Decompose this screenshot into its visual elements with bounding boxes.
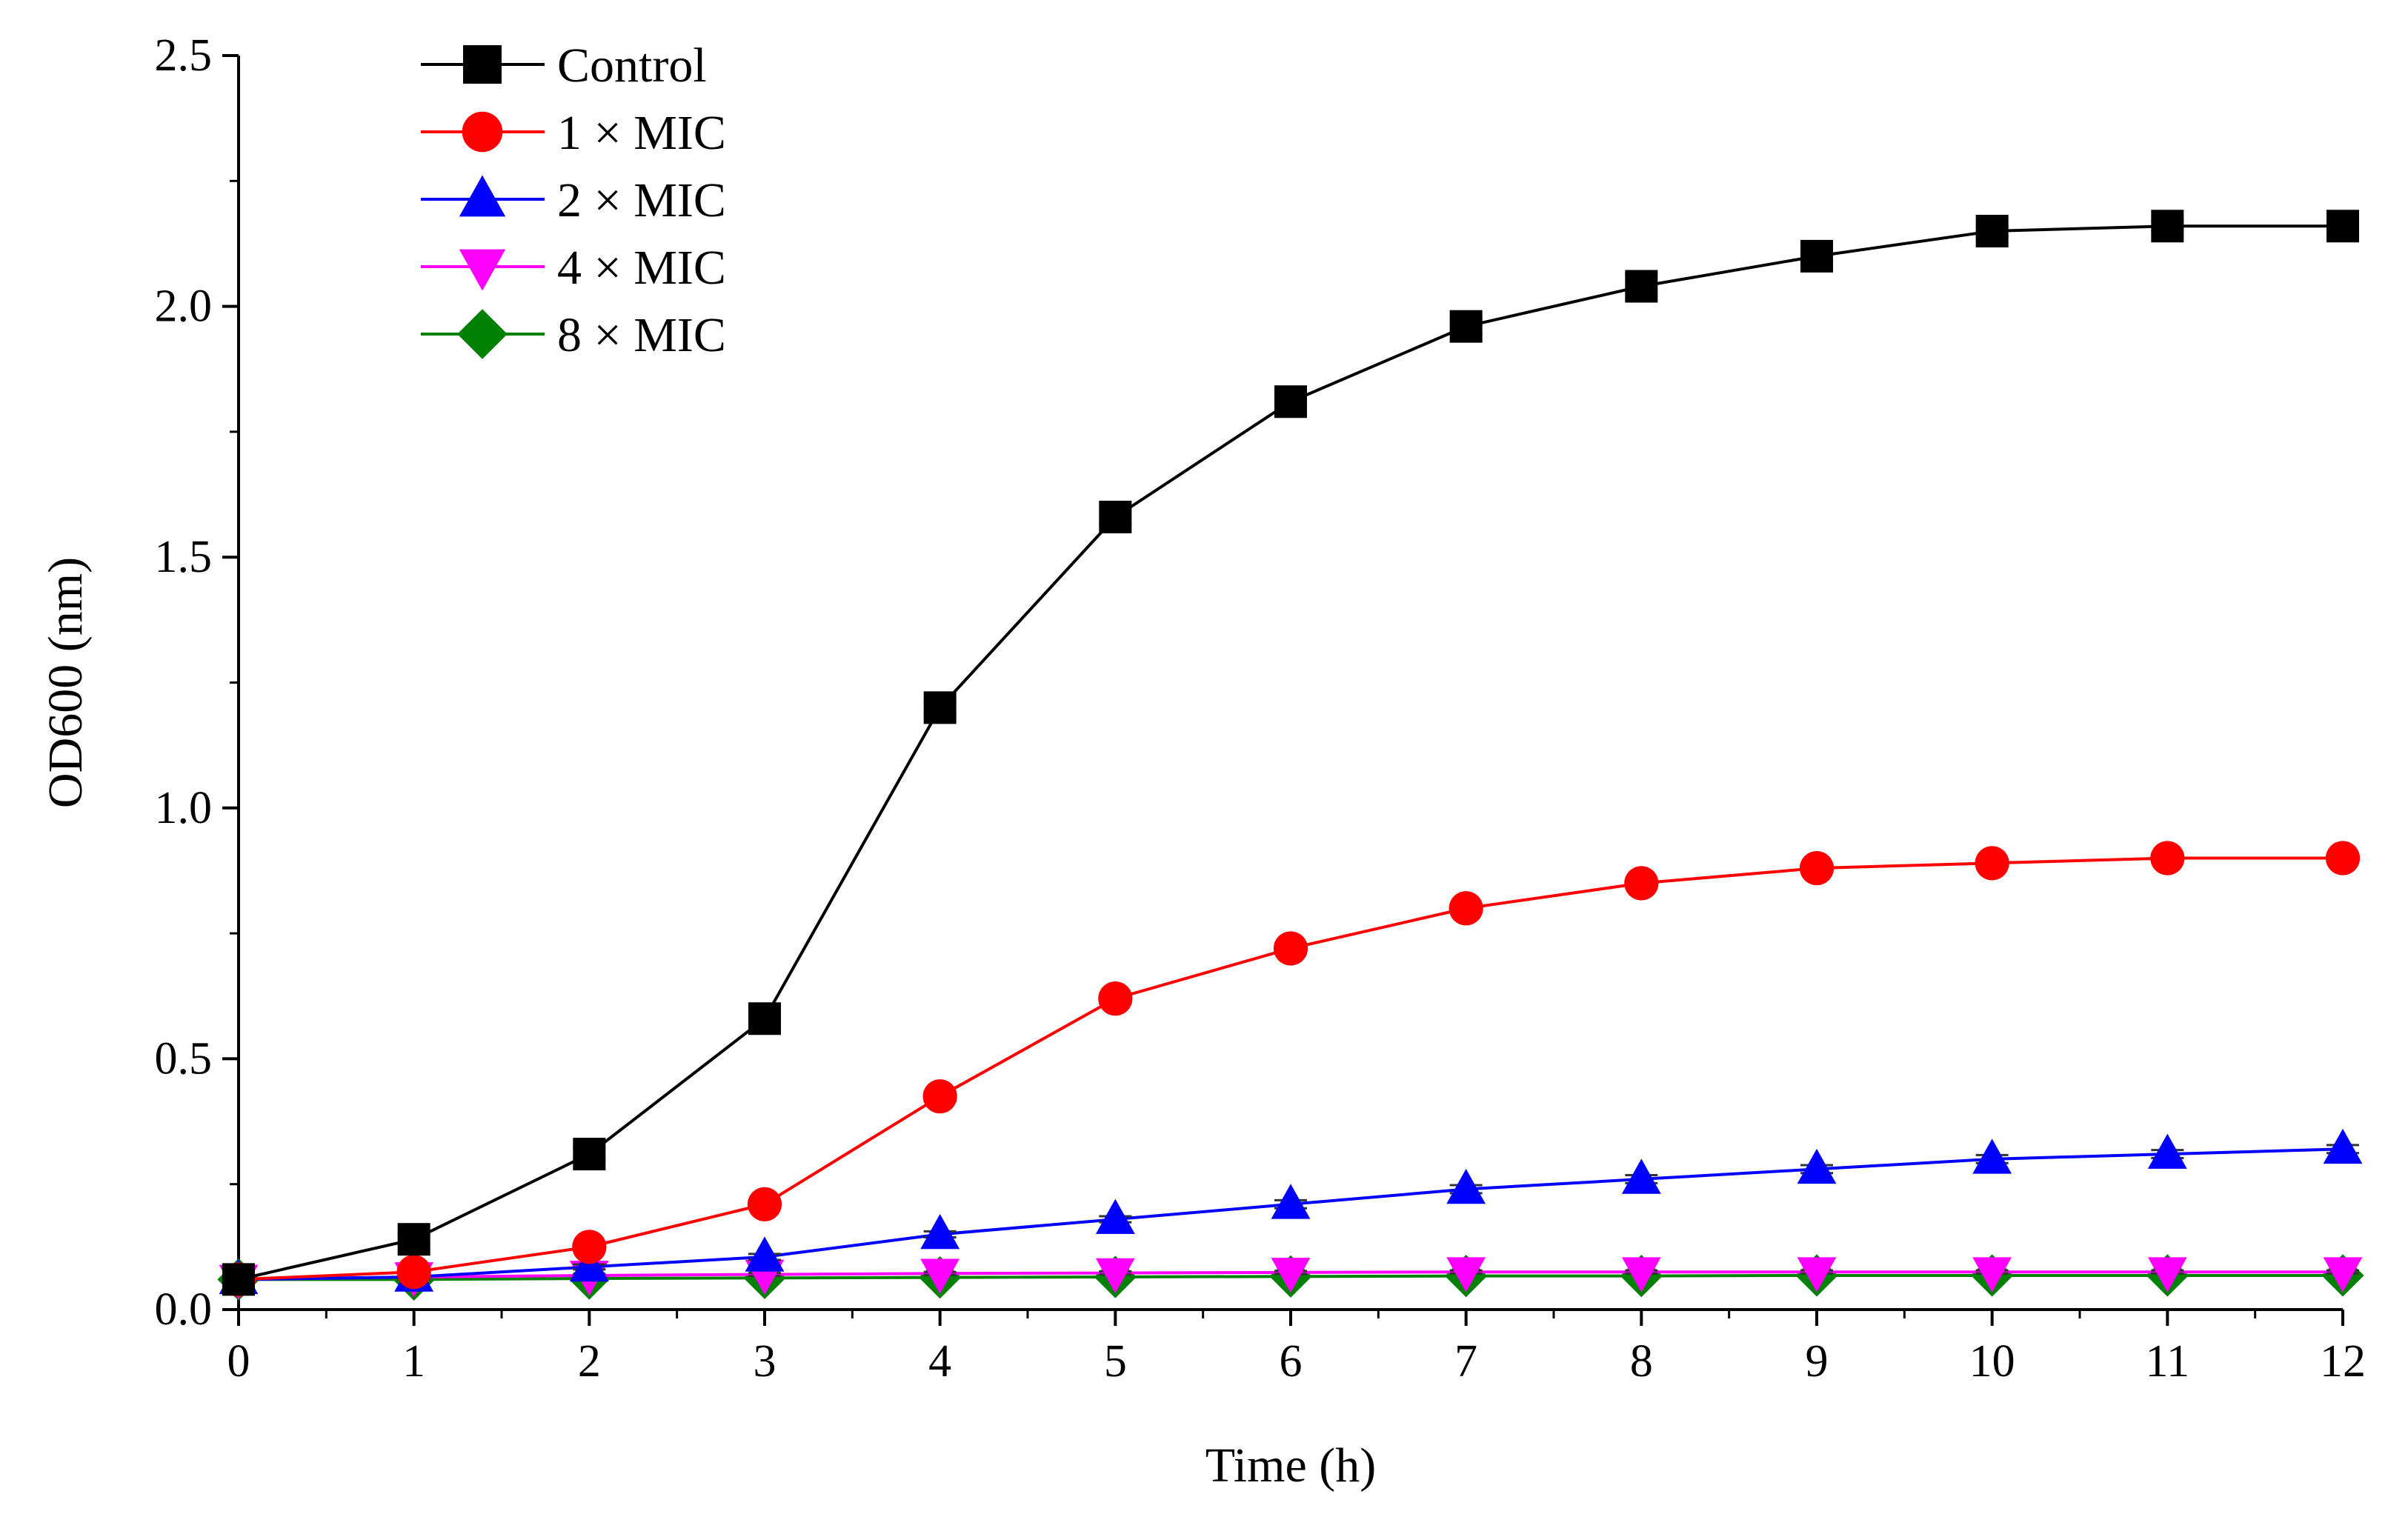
legend-entry: 2 × MIC [421,173,726,227]
data-point [1449,310,1483,343]
data-point [2147,1133,2187,1169]
data-point [1095,1258,1135,1294]
data-point [1449,891,1483,926]
data-point [222,1263,255,1296]
data-point [1274,385,1307,418]
series-control [222,210,2359,1296]
x-tick-label: 4 [928,1336,951,1387]
data-point [1095,1198,1135,1234]
data-point [1273,931,1308,966]
data-point [1972,1138,2012,1174]
legend-marker [462,111,503,153]
x-tick-label: 2 [578,1336,601,1387]
data-point [747,1187,782,1221]
data-point [745,1236,785,1272]
data-point [1446,1168,1486,1204]
data-point [1800,239,1833,273]
data-point [1271,1184,1311,1219]
data-point [572,1230,607,1264]
series-layer [217,210,2364,1301]
data-point [1621,1257,1661,1293]
x-tick-label: 11 [2145,1336,2189,1387]
legend-entry: 4 × MIC [421,241,726,295]
data-point [748,1002,781,1036]
series-1-mic [221,841,2361,1297]
x-tick-label: 12 [2320,1336,2366,1387]
data-point [1099,501,1132,534]
legend-label: 4 × MIC [557,241,726,295]
axes: 0.00.51.01.52.02.50 1 2 3 4 5 6 7 8 9 10 11 12 [155,30,2367,1387]
legend-entry: 8 × MIC [421,308,726,362]
legend-label: 8 × MIC [557,308,726,362]
data-point [396,1255,431,1290]
x-tick-label: 7 [1454,1336,1477,1387]
y-tick-label: 1.0 [155,783,213,833]
legend-marker [459,249,506,291]
data-point [2325,841,2361,876]
data-point [2150,841,2185,876]
data-point [920,1213,960,1250]
data-point [1098,981,1133,1016]
data-point [2323,1128,2363,1164]
legend-entry: Control [421,39,707,93]
series-4-mic [219,1257,2363,1300]
data-point [922,1079,957,1114]
legend-marker [459,175,506,217]
x-tick-label: 5 [1104,1336,1127,1387]
data-point [2326,210,2359,243]
data-point [2151,210,2184,243]
x-tick-label: 1 [402,1336,425,1387]
legend-label: 1 × MIC [557,106,726,160]
data-point [1271,1258,1311,1293]
x-tick-label: 10 [1969,1336,2015,1387]
x-tick-label: 3 [754,1336,776,1387]
legend: Control 1 × MIC 2 × MIC 4 × MIC 8 × MIC [421,39,726,362]
y-tick-label: 0.0 [155,1284,213,1335]
data-point [1621,1158,1661,1194]
x-tick-label: 0 [227,1336,250,1387]
data-point [2147,1257,2187,1293]
legend-entry: 1 × MIC [421,106,726,160]
data-point [923,691,957,724]
x-tick-label: 9 [1806,1336,1829,1387]
y-tick-label: 2.0 [155,281,213,332]
x-axis-title: Time (h) [1205,1438,1376,1493]
data-point [1975,846,2009,881]
legend-label: Control [557,39,707,93]
data-point [1797,1257,1837,1293]
legend-label: 2 × MIC [557,173,726,227]
y-tick-label: 0.5 [155,1033,213,1084]
data-point [920,1258,960,1294]
legend-marker [463,45,502,84]
data-point [573,1138,606,1171]
data-point [1446,1257,1486,1293]
data-point [1975,215,2009,248]
data-point [1797,1148,1837,1184]
y-tick-label: 2.5 [155,30,213,81]
data-point [1972,1257,2012,1293]
x-tick-label: 8 [1630,1336,1653,1387]
legend-marker [457,309,508,359]
x-tick-label: 6 [1280,1336,1303,1387]
series-line [238,224,2343,1281]
y-tick-label: 1.5 [155,532,213,582]
y-axis-title: OD600 (nm) [39,557,93,808]
data-point [1624,866,1659,901]
data-point [569,1246,609,1282]
data-point [2323,1257,2363,1293]
data-point [1799,850,1835,886]
data-point [1625,270,1658,303]
data-point [397,1223,430,1256]
